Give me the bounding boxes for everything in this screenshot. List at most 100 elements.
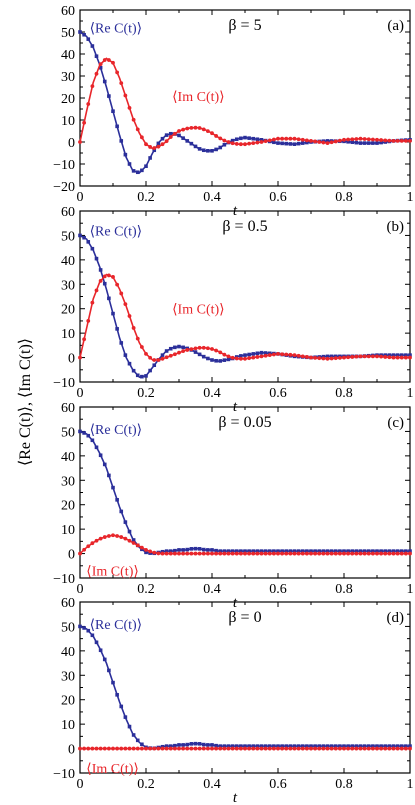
data-point [123, 536, 128, 541]
data-point [230, 744, 235, 748]
x-tick-label: 1 [407, 582, 414, 597]
data-point [139, 345, 144, 349]
data-point [239, 549, 243, 553]
data-point [284, 549, 289, 553]
data-point [292, 142, 297, 146]
data-point [391, 549, 396, 553]
y-tick-label: 50 [61, 229, 75, 244]
data-point [102, 535, 107, 539]
data-point [226, 746, 231, 751]
data-point [185, 551, 190, 556]
data-point [218, 145, 223, 150]
y-tick-label: 60 [61, 596, 75, 611]
x-tick-label: 0.2 [137, 777, 155, 792]
data-point [102, 657, 107, 662]
data-point [288, 549, 293, 553]
data-point [379, 138, 384, 142]
series-line-im [79, 57, 410, 150]
data-point [267, 138, 272, 143]
data-point [144, 164, 148, 168]
x-tick-label: 1 [407, 190, 414, 205]
data-point [403, 139, 408, 143]
data-point [189, 141, 194, 146]
data-point [214, 358, 218, 363]
data-point [337, 138, 342, 143]
data-point [205, 746, 210, 751]
data-point [168, 549, 173, 553]
data-point [140, 374, 144, 379]
data-point [201, 551, 206, 556]
data-point [354, 551, 359, 556]
data-point [263, 551, 268, 556]
data-point [193, 350, 198, 354]
data-point [86, 746, 91, 751]
data-point [255, 351, 260, 356]
data-point [395, 744, 400, 748]
data-point [185, 746, 190, 751]
data-point [90, 44, 95, 48]
data-point [383, 744, 388, 748]
x-tick-label: 0.2 [137, 582, 155, 597]
data-point [259, 350, 264, 355]
series-label-im: ⟨Im C(t)⟩ [172, 303, 225, 318]
data-point [321, 551, 326, 556]
data-point [115, 70, 120, 75]
data-point [90, 300, 95, 305]
data-point [115, 124, 119, 129]
data-point [127, 361, 132, 366]
data-point [197, 551, 202, 556]
data-point [78, 551, 82, 556]
data-point [214, 134, 219, 138]
data-point [218, 746, 223, 751]
data-point [222, 549, 227, 553]
x-tick-label: 1 [407, 777, 414, 792]
data-point [329, 746, 334, 751]
data-point [243, 744, 247, 748]
data-point [189, 347, 194, 352]
x-tick-label: 0.4 [203, 582, 221, 597]
data-point [383, 746, 388, 751]
data-point [205, 551, 210, 556]
series-markers-im [78, 58, 412, 150]
data-point [251, 746, 256, 751]
data-point [123, 746, 128, 751]
data-point [346, 551, 351, 556]
data-point [288, 551, 293, 556]
x-axis-label: t [233, 790, 238, 805]
data-point [131, 541, 136, 545]
data-point [135, 746, 140, 751]
data-point [391, 353, 396, 357]
data-point [276, 549, 280, 553]
data-point [193, 125, 198, 130]
data-point [317, 549, 322, 553]
data-point [139, 135, 144, 140]
data-point [366, 137, 371, 142]
data-point [354, 744, 359, 748]
data-point [305, 549, 309, 553]
series-markers-im [78, 746, 412, 751]
series-line-re [79, 31, 411, 174]
data-point [135, 543, 140, 548]
data-point [387, 746, 392, 751]
data-point [201, 354, 206, 359]
data-point [86, 628, 91, 633]
data-point [272, 549, 276, 553]
data-point [251, 136, 256, 141]
data-point [168, 131, 173, 136]
data-point [214, 743, 218, 748]
data-point [127, 529, 132, 534]
series-line-re [79, 625, 410, 750]
data-point [78, 355, 82, 360]
data-point [375, 744, 379, 748]
series-label-re: ⟨Re C(t)⟩ [90, 22, 143, 37]
data-point [325, 744, 330, 748]
data-point [189, 742, 194, 746]
data-point [82, 547, 87, 552]
data-point [144, 352, 148, 356]
data-point [263, 744, 268, 748]
data-point [243, 356, 247, 361]
data-point [387, 355, 392, 360]
data-point [102, 274, 107, 279]
data-point [247, 356, 252, 361]
